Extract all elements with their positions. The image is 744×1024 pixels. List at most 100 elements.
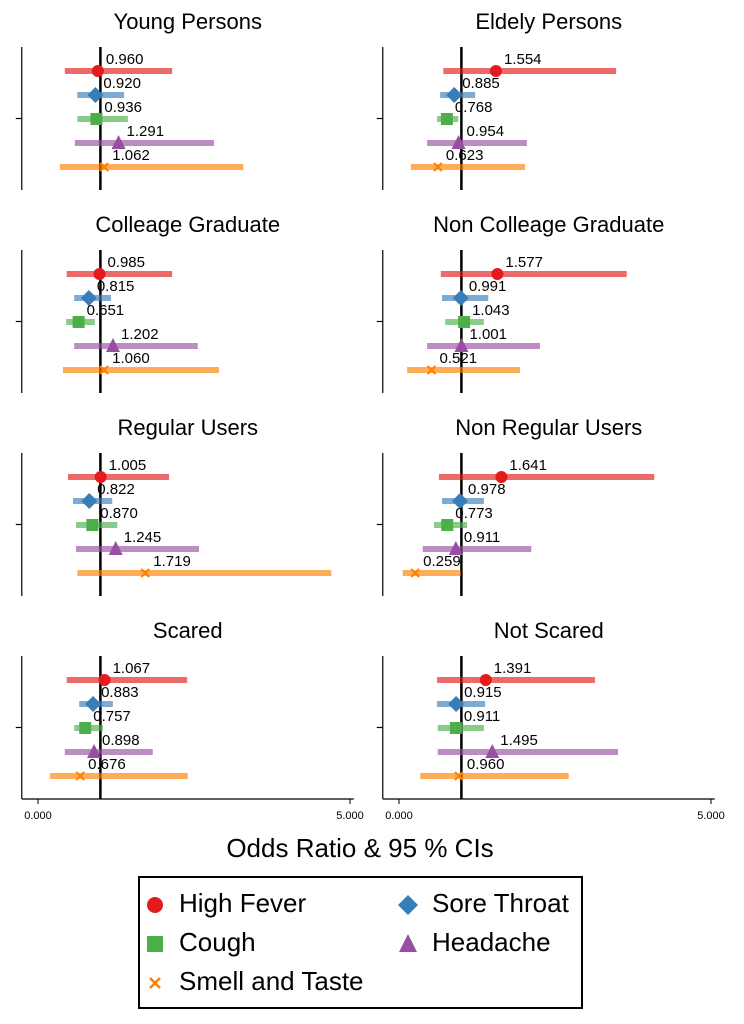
- value-label: 0.521: [440, 350, 478, 367]
- point-marker: [106, 338, 121, 352]
- value-label: 0.623: [446, 147, 484, 164]
- value-label: 0.757: [93, 708, 131, 725]
- point-marker: [485, 744, 500, 758]
- point-marker: [452, 290, 469, 306]
- value-label: 0.915: [464, 684, 502, 701]
- point-marker: [87, 87, 104, 103]
- panel-title: Not Scared: [494, 618, 604, 643]
- value-label: 1.067: [113, 660, 151, 677]
- value-label: 1.245: [124, 529, 162, 546]
- value-label: 0.911: [464, 708, 500, 725]
- value-label: 0.960: [467, 756, 505, 773]
- value-label: 0.978: [468, 481, 506, 498]
- value-label: 0.870: [100, 505, 138, 522]
- legend-box: [138, 876, 583, 1009]
- value-label: 0.651: [87, 302, 125, 319]
- value-label: 0.985: [107, 254, 145, 271]
- point-marker: [140, 568, 150, 578]
- point-marker: [99, 162, 109, 172]
- point-marker: [87, 744, 102, 758]
- value-label: 1.719: [153, 553, 191, 570]
- value-label: 1.202: [121, 326, 159, 343]
- point-marker: [440, 113, 453, 125]
- value-label: 0.676: [88, 756, 126, 773]
- point-marker: [446, 87, 463, 103]
- value-label: 1.641: [509, 457, 547, 474]
- legend-label: Cough: [179, 927, 256, 957]
- panel-title: Non Regular Users: [455, 415, 642, 440]
- legend-marker: [147, 936, 163, 952]
- point-marker: [410, 568, 420, 578]
- point-marker: [75, 771, 85, 781]
- value-label: 1.291: [127, 123, 165, 140]
- point-marker: [426, 365, 437, 375]
- panel-title: Colleage Graduate: [95, 212, 280, 237]
- point-marker: [448, 696, 465, 712]
- point-marker: [448, 541, 463, 555]
- point-marker: [108, 541, 123, 555]
- legend-marker: [149, 977, 161, 989]
- point-marker: [93, 268, 106, 280]
- value-label: 0.960: [106, 51, 144, 68]
- value-label: 0.773: [455, 505, 493, 522]
- legend-marker: [147, 897, 163, 913]
- value-label: 0.768: [455, 99, 493, 116]
- point-marker: [454, 771, 464, 781]
- point-marker: [441, 519, 454, 531]
- value-label: 0.885: [462, 75, 500, 92]
- x-tick-label: 5.000: [697, 810, 725, 822]
- legend-label: High Fever: [179, 888, 306, 918]
- point-marker: [489, 65, 502, 77]
- point-marker: [449, 722, 462, 734]
- point-marker: [479, 674, 492, 686]
- point-marker: [86, 519, 99, 531]
- point-marker: [433, 162, 443, 172]
- value-label: 0.936: [104, 99, 142, 116]
- point-marker: [458, 316, 471, 328]
- point-marker: [111, 135, 126, 149]
- value-label: 0.883: [101, 684, 139, 701]
- value-label: 1.495: [500, 732, 538, 749]
- point-marker: [98, 674, 111, 686]
- value-label: 0.815: [97, 278, 135, 295]
- point-marker: [79, 722, 92, 734]
- point-marker: [72, 316, 85, 328]
- x-tick-label: 0.000: [24, 810, 52, 822]
- point-marker: [99, 365, 109, 375]
- point-marker: [451, 135, 466, 149]
- point-marker: [495, 471, 508, 483]
- x-axis-label: Odds Ratio & 95 % CIs: [226, 833, 493, 863]
- value-label: 1.060: [112, 350, 150, 367]
- point-marker: [452, 493, 469, 509]
- legend-label: Smell and Taste: [179, 966, 364, 996]
- point-marker: [491, 268, 504, 280]
- panel-title: Young Persons: [114, 9, 262, 34]
- legend-marker: [398, 895, 418, 915]
- value-label: 0.991: [469, 278, 507, 295]
- value-label: 0.259: [423, 553, 461, 570]
- value-label: 1.005: [109, 457, 147, 474]
- value-label: 0.954: [467, 123, 505, 140]
- legend-label: Sore Throat: [432, 888, 570, 918]
- value-label: 0.920: [103, 75, 141, 92]
- x-tick-label: 0.000: [385, 810, 413, 822]
- value-label: 0.898: [102, 732, 140, 749]
- point-marker: [81, 493, 98, 509]
- legend-marker: [399, 934, 417, 952]
- point-marker: [91, 65, 104, 77]
- value-label: 0.822: [97, 481, 135, 498]
- panel-title: Non Colleage Graduate: [433, 212, 664, 237]
- legend-label: Headache: [432, 927, 551, 957]
- panel-title: Eldely Persons: [475, 9, 622, 34]
- value-label: 1.577: [505, 254, 543, 271]
- point-marker: [454, 338, 469, 352]
- point-marker: [94, 471, 107, 483]
- value-label: 1.062: [112, 147, 150, 164]
- value-label: 0.911: [464, 529, 500, 546]
- panel-title: Scared: [153, 618, 223, 643]
- panel-title: Regular Users: [117, 415, 258, 440]
- value-label: 1.554: [504, 51, 542, 68]
- value-label: 1.043: [472, 302, 510, 319]
- x-tick-label: 5.000: [336, 810, 364, 822]
